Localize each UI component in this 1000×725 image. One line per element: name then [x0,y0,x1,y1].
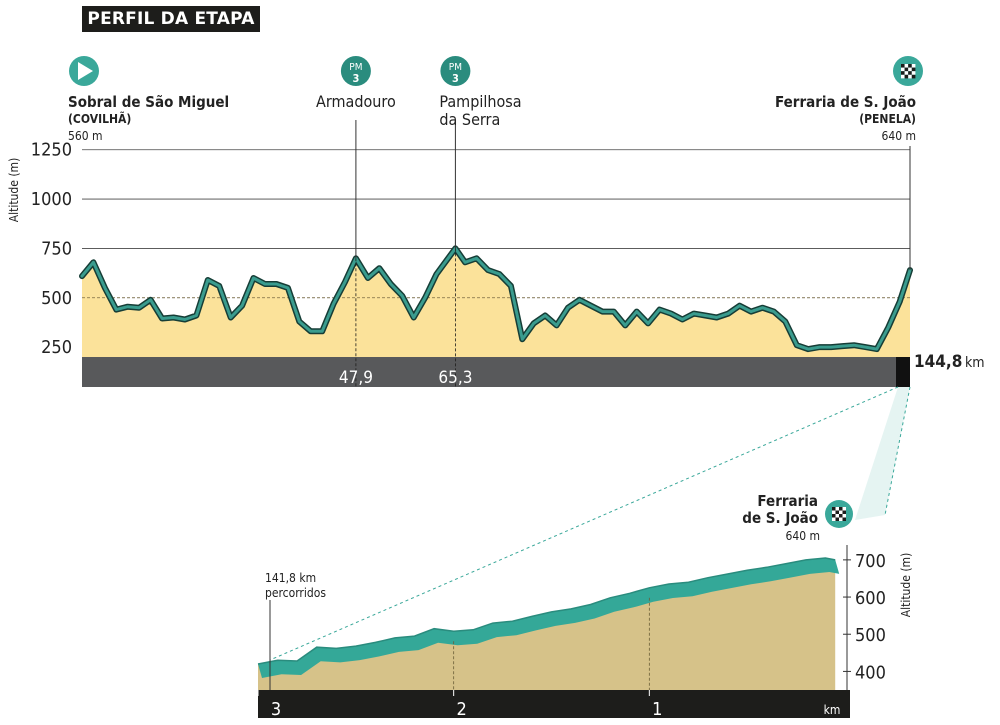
total-distance-label: 144,8 [914,352,962,372]
detail-finish-check-cell [832,517,836,521]
detail-top-band [258,558,840,678]
detail-km-label: 3 [271,699,281,720]
climb-km-label: 65,3 [438,368,472,388]
finish-check-cell [904,71,909,75]
distance-bar [82,357,910,387]
detail-y-tick-label: 700 [855,551,886,572]
total-distance-unit: km [965,355,985,371]
detail-line [257,557,836,665]
y-tick-label: 1250 [31,140,72,161]
climb-name: da Serra [439,110,500,129]
detail-finish-check-cell [835,517,839,521]
detail-finish-altitude: 640 m [785,529,820,543]
finish-check-cell [908,64,912,68]
detail-finish-check-cell [839,514,843,518]
finish-bar-block [896,357,910,387]
detail-finish-check-cell [835,514,839,518]
climb-badge-icon [440,56,471,86]
climb-km-label: 47,9 [339,368,373,388]
y-tick-label: 750 [41,238,72,259]
detail-y-tick-label: 600 [855,588,886,609]
detail-finish-check-cell [835,507,839,511]
finish-check-cell [911,64,916,68]
detail-finish-name: de S. João [742,509,818,527]
zoom-connector-left [269,386,899,661]
climb-badge-number: 3 [352,72,359,85]
detail-finish-name: Ferraria [757,492,818,510]
start-subname: (COVILHÃ) [68,111,131,126]
finish-check-cell [908,74,912,79]
profile-area [82,248,910,357]
finish-check-cell [908,71,912,75]
finish-check-cell [904,64,909,68]
detail-finish-check-cell [835,510,839,514]
finish-check-cell [911,71,916,75]
start-name: Sobral de São Miguel [68,93,229,111]
climb-badge-number: 3 [452,72,459,85]
y-axis-label: Altitude (m) [7,158,21,223]
detail-y-tick-label: 500 [855,625,886,646]
detail-distance-bar [258,690,850,718]
page-title: PERFIL DA ETAPA [82,6,260,32]
start-arrow-icon [78,62,93,80]
detail-finish-check-cell [842,514,846,518]
y-tick-label: 250 [41,337,72,358]
detail-y-axis-label: Altitude (m) [899,553,913,618]
finish-checkered-icon [893,56,923,86]
detail-finish-check-cell [832,514,836,518]
detail-finish-check-cell [842,507,846,511]
detail-km-label: 2 [457,699,467,720]
detail-start-label: 141,8 km [265,571,316,585]
finish-altitude: 640 m [881,129,916,143]
detail-finish-check-cell [839,510,843,514]
y-tick-label: 1000 [31,189,72,210]
finish-check-cell [901,71,905,75]
finish-check-cell [901,67,905,72]
detail-finish-check-cell [842,510,846,514]
finish-check-cell [908,67,912,72]
zoom-connector-right [884,386,911,516]
detail-finish-check-cell [842,517,846,521]
climb-badge-category: PM [349,62,362,73]
detail-km-unit: km [824,703,841,717]
finish-check-cell [901,74,905,79]
detail-finish-check-cell [839,517,843,521]
detail-finish-check-cell [839,507,843,511]
finish-check-cell [901,64,905,68]
start-altitude: 560 m [68,129,103,143]
climb-name: Pampilhosa [439,92,521,111]
finish-subname: (PENELA) [859,112,916,126]
detail-start-label: percorridos [265,586,326,600]
detail-km-label: 1 [652,699,662,720]
climb-name: Armadouro [316,92,396,111]
detail-finish-check-cell [832,510,836,514]
finish-check-cell [911,67,916,72]
finish-check-cell [904,74,909,79]
profile-line [80,246,912,351]
finish-name: Ferraria de S. João [775,93,916,111]
detail-finish-check-cell [832,507,836,511]
climb-badge-icon [340,56,371,86]
zoom-connector-fill [855,387,910,520]
detail-y-tick-label: 400 [855,662,886,683]
finish-check-cell [904,67,909,72]
detail-finish-checkered-icon [825,500,853,528]
finish-check-cell [911,74,916,79]
y-tick-label: 500 [41,288,72,309]
climb-badge-category: PM [449,62,462,73]
